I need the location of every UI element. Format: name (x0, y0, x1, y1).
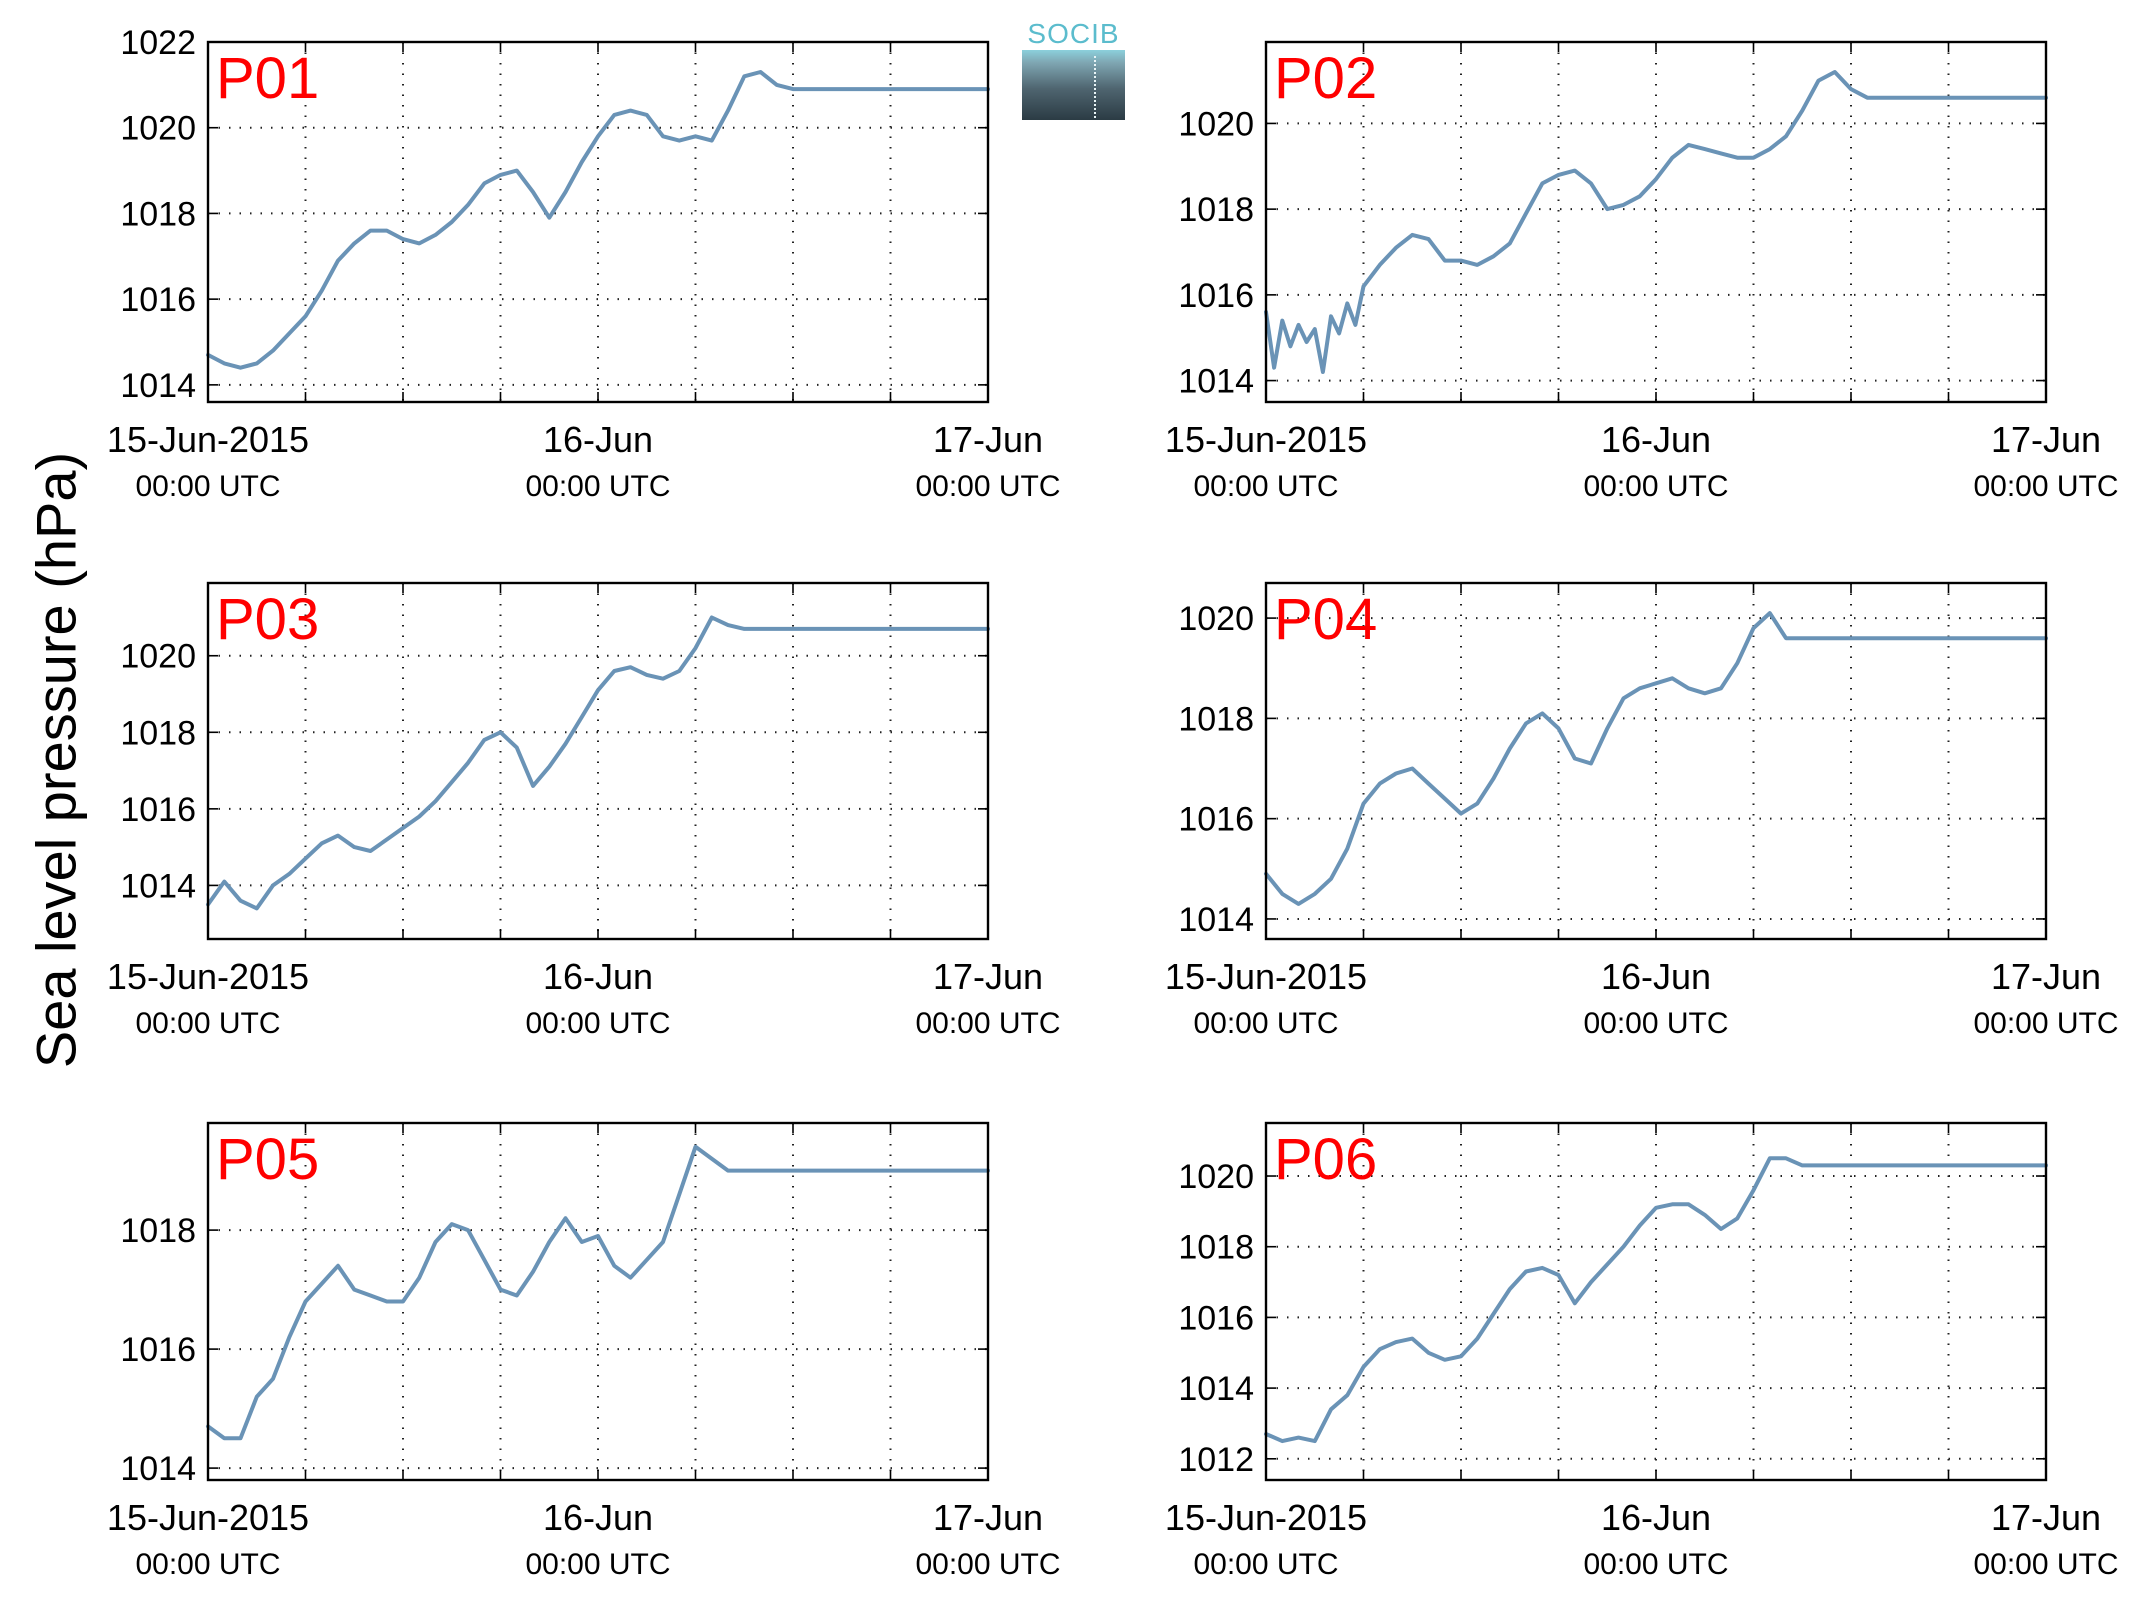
y-tick-label: 1020 (120, 110, 196, 148)
y-tick-label: 1018 (120, 1212, 196, 1250)
y-tick-label: 1014 (1178, 901, 1254, 939)
x-tick-label-time: 00:00 UTC (525, 1548, 670, 1581)
y-tick-label: 1020 (1178, 105, 1254, 143)
y-tick-label: 1022 (120, 24, 196, 62)
panel-label: P02 (1274, 46, 1377, 111)
y-tick-label: 1014 (120, 1450, 196, 1488)
y-tick-label: 1014 (1178, 1370, 1254, 1408)
panel-label: P06 (1274, 1127, 1377, 1192)
y-tick-label: 1018 (1178, 191, 1254, 229)
x-tick-label-time: 00:00 UTC (1193, 1007, 1338, 1040)
x-tick-label-date: 15-Jun-2015 (1165, 419, 1367, 460)
x-tick-label-date: 15-Jun-2015 (107, 1497, 309, 1538)
panel-label: P04 (1274, 587, 1377, 652)
plot-frame (206, 1121, 990, 1482)
series-line (206, 1144, 990, 1441)
x-tick-label-time: 00:00 UTC (915, 470, 1060, 503)
logo-text: SOCIB (1027, 18, 1120, 49)
y-tick-label: 1016 (120, 791, 196, 829)
x-tick-label-date: 16-Jun (543, 419, 653, 460)
x-tick-label-time: 00:00 UTC (1193, 1548, 1338, 1581)
y-tick-label: 1016 (120, 281, 196, 319)
x-tick-label-date: 15-Jun-2015 (107, 419, 309, 460)
x-tick-label-time: 00:00 UTC (1973, 470, 2118, 503)
x-tick-label-time: 00:00 UTC (135, 1548, 280, 1581)
panel-p04: 1014 1016 1018 1020 15-Jun-2015 00:00 UTC 16-J… (1165, 581, 2119, 1040)
series-line (206, 70, 990, 370)
y-tick-label: 1014 (120, 867, 196, 905)
x-tick-label-date: 16-Jun (1601, 419, 1711, 460)
panel-p06: 1012 1014 1016 1018 1020 15-Jun-2015 00:00 UTC… (1165, 1121, 2119, 1581)
panel-label: P01 (216, 46, 319, 111)
x-tick-label-date: 17-Jun (1991, 419, 2101, 460)
x-tick-label-date: 16-Jun (543, 956, 653, 997)
y-tick-label: 1016 (1178, 1299, 1254, 1337)
x-tick-label-time: 00:00 UTC (1973, 1548, 2118, 1581)
series-line (1264, 611, 2048, 906)
y-tick-label: 1020 (1178, 1158, 1254, 1196)
x-tick-label-time: 00:00 UTC (1583, 1007, 1728, 1040)
x-tick-label-time: 00:00 UTC (525, 1007, 670, 1040)
series-line (1264, 1156, 2048, 1444)
x-tick-label-time: 00:00 UTC (1193, 470, 1338, 503)
panel-p01: 1014 1016 1018 1020 1022 15-Jun-2015 00:00 UTC… (107, 24, 1061, 503)
plot-frame (1264, 40, 2048, 404)
x-tick-label-date: 17-Jun (933, 419, 1043, 460)
y-tick-label: 1018 (1178, 1229, 1254, 1267)
x-tick-label-time: 00:00 UTC (525, 470, 670, 503)
y-tick-label: 1020 (120, 638, 196, 676)
logo-dotted-line (1094, 56, 1096, 118)
panel-p05: 1014 1016 1018 15-Jun-2015 00:00 UTC 16-Jun 00… (107, 1121, 1061, 1581)
plot-frame (1264, 1121, 2048, 1482)
logo-graphic (1022, 50, 1125, 120)
y-tick-label: 1014 (120, 367, 196, 405)
x-tick-label-date: 17-Jun (933, 1497, 1043, 1538)
x-tick-label-time: 00:00 UTC (1583, 470, 1728, 503)
y-tick-label: 1016 (1178, 801, 1254, 839)
x-tick-label-date: 16-Jun (543, 1497, 653, 1538)
panel-label: P03 (216, 587, 319, 652)
x-tick-label-time: 00:00 UTC (915, 1548, 1060, 1581)
y-tick-label: 1020 (1178, 600, 1254, 638)
y-tick-label: 1014 (1178, 363, 1254, 401)
x-tick-label-time: 00:00 UTC (1973, 1007, 2118, 1040)
y-axis-label: Sea level pressure (hPa) (24, 451, 88, 1069)
x-tick-label-date: 17-Jun (933, 956, 1043, 997)
x-tick-label-date: 15-Jun-2015 (107, 956, 309, 997)
series-line (206, 615, 990, 911)
x-tick-label-time: 00:00 UTC (915, 1007, 1060, 1040)
x-tick-label-date: 16-Jun (1601, 1497, 1711, 1538)
series-line (1264, 70, 2048, 374)
x-tick-label-date: 16-Jun (1601, 956, 1711, 997)
plot-frame (1264, 581, 2048, 941)
plot-frame (206, 581, 990, 941)
x-tick-label-date: 17-Jun (1991, 1497, 2101, 1538)
y-tick-label: 1016 (120, 1331, 196, 1369)
y-tick-label: 1016 (1178, 277, 1254, 315)
panel-label: P05 (216, 1127, 319, 1192)
plot-frame (206, 40, 990, 404)
panel-p03: 1014 1016 1018 1020 15-Jun-2015 00:00 UTC 16-J… (107, 581, 1061, 1040)
y-tick-label: 1018 (1178, 700, 1254, 738)
x-tick-label-date: 15-Jun-2015 (1165, 1497, 1367, 1538)
x-tick-label-time: 00:00 UTC (135, 1007, 280, 1040)
x-tick-label-time: 00:00 UTC (135, 470, 280, 503)
x-tick-label-date: 17-Jun (1991, 956, 2101, 997)
x-tick-label-date: 15-Jun-2015 (1165, 956, 1367, 997)
y-tick-label: 1012 (1178, 1441, 1254, 1479)
panel-p02: 1014 1016 1018 1020 15-Jun-2015 00:00 UTC 16-J… (1165, 40, 2119, 503)
y-tick-label: 1018 (120, 195, 196, 233)
y-tick-label: 1018 (120, 714, 196, 752)
x-tick-label-time: 00:00 UTC (1583, 1548, 1728, 1581)
socib-logo: SOCIB (1022, 18, 1125, 120)
